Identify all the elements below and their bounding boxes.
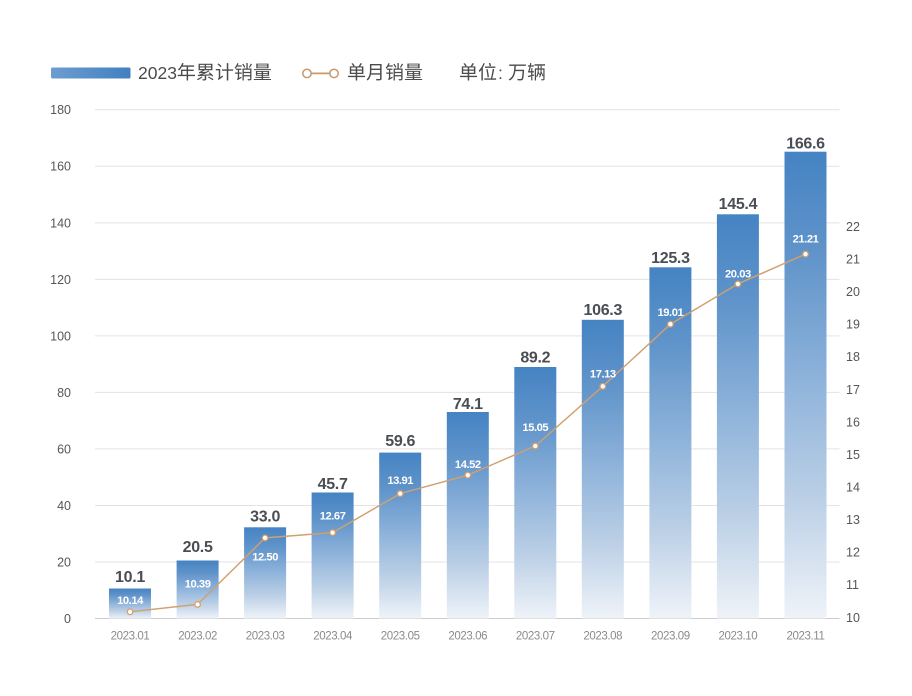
svg-text:12: 12 [846,546,860,560]
svg-text:2023.04: 2023.04 [313,631,353,643]
svg-text::: : [498,63,503,83]
svg-text:145.4: 145.4 [719,196,758,213]
svg-text:10.39: 10.39 [185,579,211,591]
svg-text:10: 10 [846,611,860,625]
svg-text:45.7: 45.7 [318,476,348,493]
svg-text:33.0: 33.0 [250,508,280,525]
svg-text:2023.08: 2023.08 [583,631,622,643]
svg-text:12.50: 12.50 [252,552,278,564]
svg-text:2023.05: 2023.05 [381,631,420,643]
svg-text:2023.03: 2023.03 [246,631,285,643]
svg-text:2023: 2023 [138,63,177,83]
svg-text:2023.11: 2023.11 [787,631,825,643]
svg-text:10.14: 10.14 [117,595,144,607]
svg-text:14.52: 14.52 [455,459,481,471]
svg-text:166.6: 166.6 [786,135,825,152]
svg-text:20.03: 20.03 [725,269,751,281]
svg-text:0: 0 [64,612,71,626]
svg-text:15.05: 15.05 [522,422,548,434]
svg-text:2023.02: 2023.02 [178,631,217,643]
svg-text:106.3: 106.3 [584,302,623,319]
svg-text:20: 20 [846,285,860,299]
svg-text:19: 19 [846,318,860,332]
svg-text:20.5: 20.5 [183,539,213,556]
svg-text:21.21: 21.21 [793,234,819,246]
svg-text:16: 16 [846,415,860,429]
svg-text:2023.07: 2023.07 [516,631,555,643]
svg-text:18: 18 [846,350,860,364]
svg-text:60: 60 [57,442,71,456]
svg-text:40: 40 [57,499,71,513]
svg-text:21: 21 [846,253,860,267]
svg-text:2023.06: 2023.06 [448,631,487,643]
svg-text:120: 120 [50,273,71,287]
svg-text:2023.01: 2023.01 [111,631,150,643]
svg-text:74.1: 74.1 [453,396,483,413]
svg-text:2023.09: 2023.09 [651,631,690,643]
svg-text:89.2: 89.2 [520,350,550,367]
svg-text:13: 13 [846,513,860,527]
svg-text:59.6: 59.6 [385,433,415,450]
svg-text:160: 160 [50,160,71,174]
svg-text:22: 22 [846,220,860,234]
svg-text:140: 140 [50,216,71,230]
svg-text:19.01: 19.01 [658,307,684,319]
svg-text:180: 180 [50,103,71,117]
svg-text:12.67: 12.67 [320,510,346,522]
svg-text:17: 17 [846,383,860,397]
svg-text:2023.10: 2023.10 [719,631,758,643]
svg-text:13.91: 13.91 [387,475,413,487]
svg-text:125.3: 125.3 [651,250,690,267]
svg-text:14: 14 [846,481,860,495]
svg-text:17.13: 17.13 [590,369,616,381]
svg-text:80: 80 [57,386,71,400]
svg-text:20: 20 [57,555,71,569]
svg-text:100: 100 [50,329,71,343]
svg-text:10.1: 10.1 [115,569,145,586]
svg-text:11: 11 [846,578,859,592]
svg-text:15: 15 [846,448,860,462]
